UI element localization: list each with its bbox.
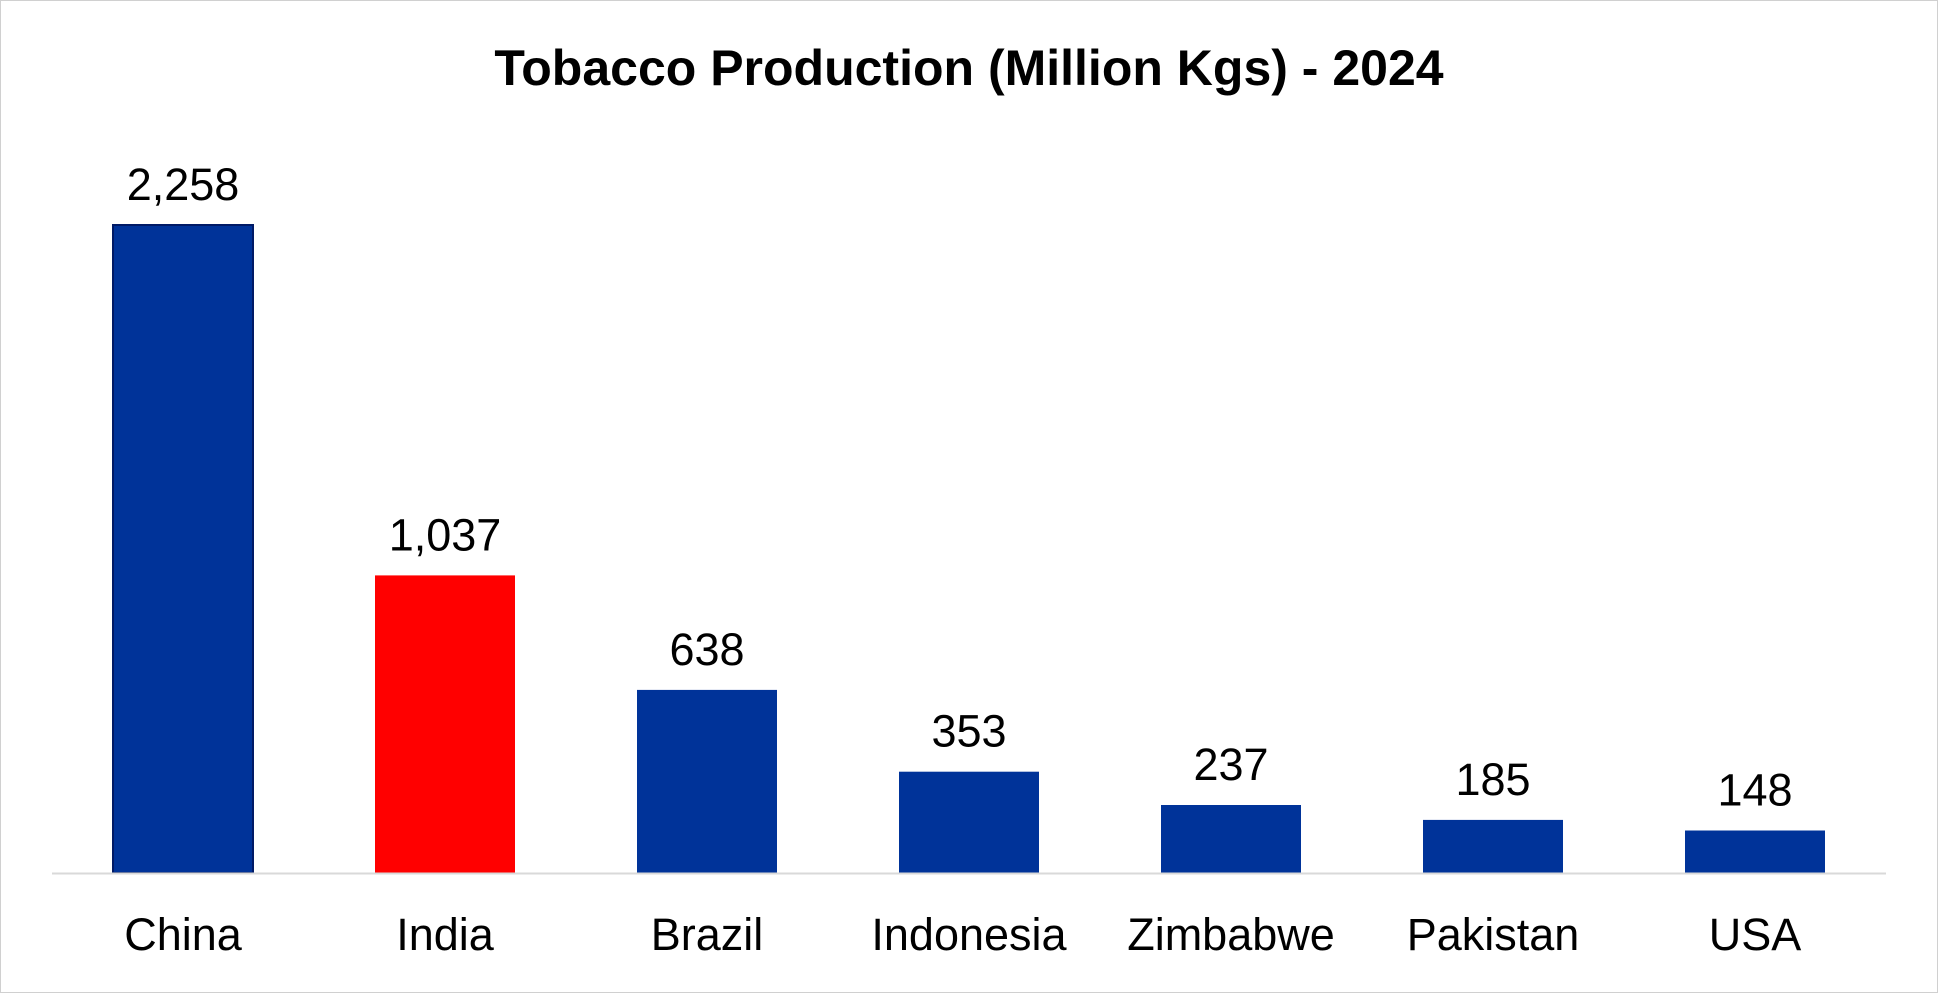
- data-label-usa: 148: [1717, 765, 1792, 816]
- x-tick-label-zimbabwe: Zimbabwe: [1127, 909, 1335, 960]
- data-label-china: 2,258: [127, 159, 240, 210]
- bar-usa: [1685, 830, 1825, 873]
- data-label-pakistan: 185: [1455, 754, 1530, 805]
- data-label-brazil: 638: [669, 624, 744, 675]
- bar-zimbabwe: [1161, 805, 1301, 873]
- bar-pakistan: [1423, 819, 1563, 873]
- x-tick-labels-group: China India Brazil Indonesia Zimbabwe Pakista…: [124, 909, 1801, 960]
- bars-group: [112, 224, 1825, 874]
- x-tick-label-india: India: [396, 909, 495, 960]
- data-label-indonesia: 353: [931, 706, 1006, 757]
- bar-india: [375, 575, 515, 873]
- chart-title: Tobacco Production (Million Kgs) - 2024: [494, 40, 1444, 96]
- x-tick-label-indonesia: Indonesia: [871, 909, 1067, 960]
- bar-brazil: [637, 689, 777, 873]
- data-label-zimbabwe: 237: [1193, 739, 1268, 790]
- bar-indonesia: [899, 771, 1039, 873]
- bar-china: [112, 224, 254, 874]
- data-labels-group: 2,258 1,037 638 353 237 185 148: [127, 159, 1793, 816]
- data-label-india: 1,037: [389, 509, 502, 560]
- x-tick-label-usa: USA: [1709, 909, 1802, 960]
- x-tick-label-pakistan: Pakistan: [1407, 909, 1580, 960]
- x-tick-label-china: China: [124, 909, 243, 960]
- x-tick-label-brazil: Brazil: [651, 909, 764, 960]
